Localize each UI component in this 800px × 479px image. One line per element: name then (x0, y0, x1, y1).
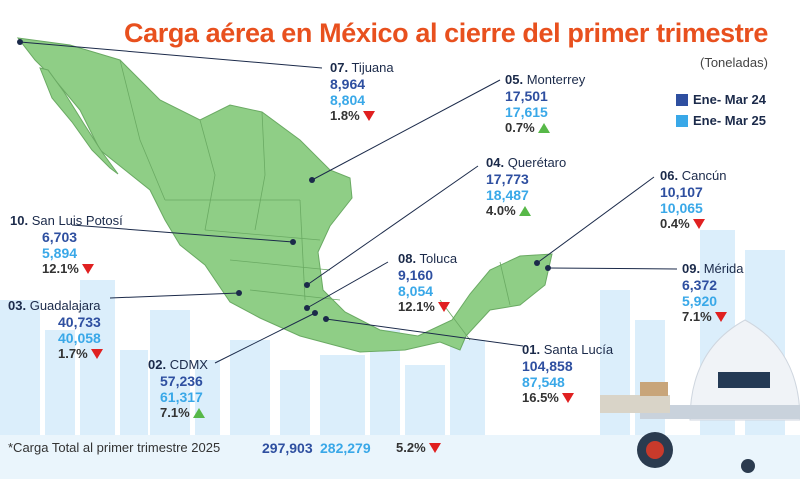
value-2025: 17,615 (505, 104, 548, 120)
chart-title: Carga aérea en México al cierre del prim… (124, 18, 769, 48)
value-2024: 40,733 (58, 314, 101, 330)
city-name: Monterrey (526, 72, 586, 87)
plane-illustration (600, 319, 800, 473)
city-dots (17, 39, 551, 322)
value-2024: 6,372 (682, 277, 718, 293)
change-percent: 7.1% (160, 405, 190, 420)
change-percent: 1.8% (330, 108, 360, 123)
value-2025: 40,058 (58, 330, 101, 346)
total-value-2025: 282,279 (320, 440, 371, 456)
change-percent: 7.1% (682, 309, 712, 324)
change-percent: 16.5% (522, 390, 559, 405)
city-name: Santa Lucía (543, 342, 614, 357)
city-label-santa-lucia: 01. Santa Lucía 104,858 87,548 16.5% (522, 342, 613, 406)
legend-label: Ene- Mar 24 (693, 92, 766, 107)
change-arrow-icon (90, 349, 103, 359)
city-label-tijuana: 07. Tijuana 8,964 8,804 1.8% (330, 60, 394, 124)
legend-swatch (676, 114, 688, 127)
city-rank: 08. (398, 251, 417, 266)
value-2025: 5,920 (682, 293, 718, 309)
total-value-2024: 297,903 (262, 440, 313, 456)
city-name: Cancún (681, 168, 727, 183)
city-name: Guadalajara (29, 298, 101, 313)
chart-subtitle: (Toneladas) (700, 55, 768, 70)
change-arrow-icon (537, 123, 550, 133)
value-2024: 9,160 (398, 267, 434, 283)
change-arrow-icon (692, 219, 705, 229)
change-arrow-icon (714, 312, 727, 322)
change-percent: 4.0% (486, 203, 516, 218)
state-borders (119, 59, 511, 341)
value-2025: 18,487 (486, 187, 529, 203)
change-arrow-icon (561, 393, 574, 403)
change-arrow-icon (437, 302, 450, 312)
city-label-guadalajara: 03. Guadalajara 40,733 40,058 1.7% (8, 298, 103, 362)
change-percent: 0.4% (660, 216, 690, 231)
change-percent: 1.7% (58, 346, 88, 361)
city-label-queretaro: 04. Querétaro 17,773 18,487 4.0% (486, 155, 566, 219)
legend-item: Ene- Mar 25 (676, 113, 766, 128)
legend-item: Ene- Mar 24 (676, 92, 766, 107)
city-label-merida: 09. Mérida 6,372 5,920 7.1% (682, 261, 743, 325)
city-name: San Luis Potosí (31, 213, 123, 228)
city-name: CDMX (169, 357, 208, 372)
city-name: Mérida (703, 261, 744, 276)
city-rank: 10. (10, 213, 29, 228)
value-2024: 57,236 (160, 373, 203, 389)
value-2024: 6,703 (42, 229, 78, 245)
city-name: Tijuana (351, 60, 394, 75)
city-rank: 03. (8, 298, 27, 313)
city-label-cdmx: 02. CDMX 57,236 61,317 7.1% (148, 357, 208, 421)
leader-lines (19, 41, 678, 364)
city-rank: 09. (682, 261, 701, 276)
mexico-map (16, 37, 553, 353)
city-rank: 06. (660, 168, 679, 183)
value-2025: 8,804 (330, 92, 366, 108)
city-label-cancun: 06. Cancún 10,107 10,065 0.4% (660, 168, 727, 232)
total-change: 5.2% (396, 440, 441, 455)
change-percent: 12.1% (398, 299, 435, 314)
city-rank: 07. (330, 60, 349, 75)
value-2024: 104,858 (522, 358, 573, 374)
total-change-percent: 5.2% (396, 440, 426, 455)
value-2025: 87,548 (522, 374, 565, 390)
city-label-toluca: 08. Toluca 9,160 8,054 12.1% (398, 251, 457, 315)
legend-swatch (676, 93, 688, 106)
value-2025: 5,894 (42, 245, 78, 261)
legend: Ene- Mar 24 Ene- Mar 25 (676, 92, 766, 134)
change-arrow-icon (81, 264, 94, 274)
total-label: *Carga Total al primer trimestre 2025 (8, 440, 221, 455)
value-2025: 8,054 (398, 283, 434, 299)
change-arrow-icon (192, 408, 205, 418)
change-arrow-icon (518, 206, 531, 216)
city-name: Querétaro (507, 155, 567, 170)
change-percent: 12.1% (42, 261, 79, 276)
value-2024: 8,964 (330, 76, 366, 92)
value-2024: 17,501 (505, 88, 548, 104)
value-2025: 10,065 (660, 200, 703, 216)
change-arrow-icon (362, 111, 375, 121)
city-rank: 01. (522, 342, 541, 357)
change-arrow-icon (428, 442, 441, 453)
legend-label: Ene- Mar 25 (693, 113, 766, 128)
value-2025: 61,317 (160, 389, 203, 405)
value-2024: 10,107 (660, 184, 703, 200)
change-percent: 0.7% (505, 120, 535, 135)
city-name: Toluca (419, 251, 458, 266)
city-rank: 05. (505, 72, 524, 87)
value-2024: 17,773 (486, 171, 529, 187)
city-label-san-luis-potosi: 10. San Luis Potosí 6,703 5,894 12.1% (10, 213, 123, 277)
city-label-monterrey: 05. Monterrey 17,501 17,615 0.7% (505, 72, 585, 136)
city-rank: 04. (486, 155, 505, 170)
city-rank: 02. (148, 357, 167, 372)
